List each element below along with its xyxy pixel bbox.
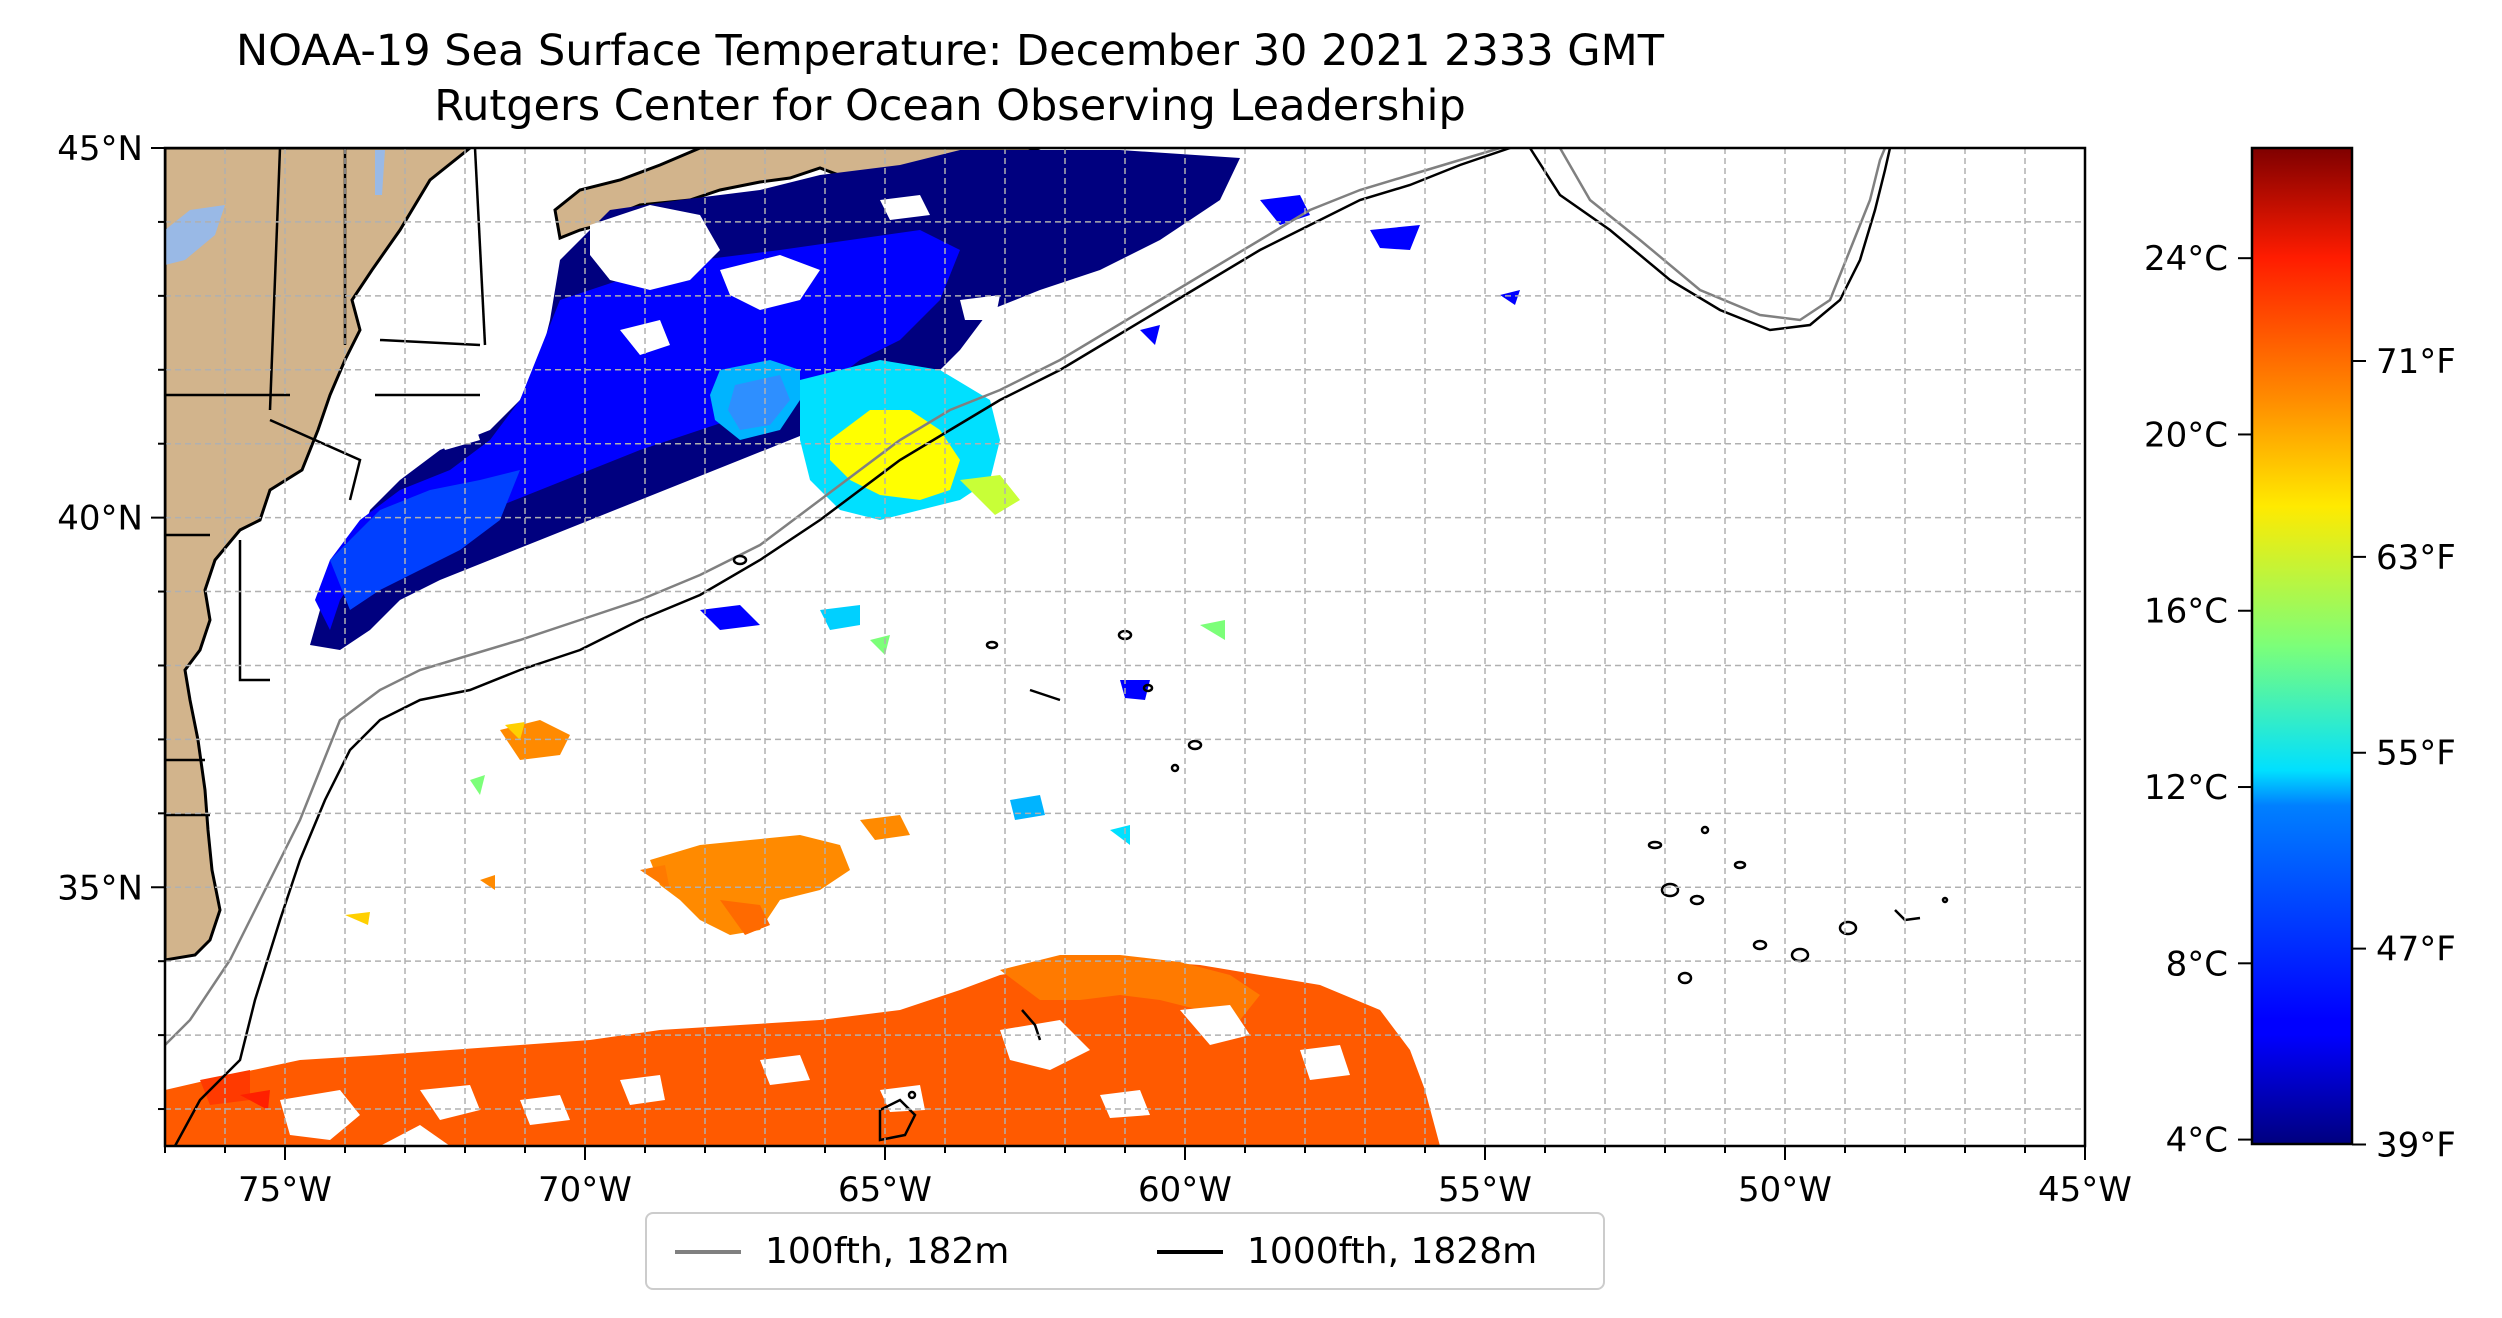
isobath-100fth: [1558, 148, 1887, 322]
latitude-tick-label: 35°N: [57, 868, 143, 908]
longitude-tick-label: 75°W: [238, 1170, 332, 1210]
minor-ticks: [151, 147, 2086, 1160]
longitude-tick-label: 70°W: [538, 1170, 632, 1210]
isobath-1000fth: [1528, 148, 1892, 332]
celsius-tick-label: 4°C: [2166, 1121, 2228, 1161]
celsius-tick-label: 20°C: [2144, 415, 2228, 455]
scattered-patches: [345, 605, 1225, 935]
celsius-tick-label: 8°C: [2166, 944, 2228, 984]
map-title: NOAA-19 Sea Surface Temperature: Decembe…: [236, 26, 1664, 76]
legend-label: 1000fth, 1828m: [1247, 1231, 1538, 1272]
longitude-tick-label: 50°W: [1738, 1170, 1832, 1210]
longitude-tick-label: 45°W: [2038, 1170, 2132, 1210]
longitude-tick-label: 55°W: [1438, 1170, 1532, 1210]
fahrenheit-tick-label: 47°F: [2376, 930, 2456, 970]
legend-line-black: [1157, 1250, 1223, 1254]
fahrenheit-tick-label: 71°F: [2376, 342, 2456, 382]
legend-line-gray: [675, 1250, 741, 1254]
latitude-tick-label: 45°N: [57, 129, 143, 169]
longitude-tick-label: 65°W: [838, 1170, 932, 1210]
lake: [375, 150, 385, 195]
longitude-tick-label: 60°W: [1138, 1170, 1232, 1210]
fahrenheit-tick-label: 55°F: [2376, 734, 2456, 774]
latitude-tick-label: 40°N: [57, 499, 143, 539]
fahrenheit-tick-label: 63°F: [2376, 538, 2456, 578]
land-mass: [165, 148, 473, 962]
state-borders: [165, 148, 487, 817]
legend: 100fth, 182m 1000fth, 1828m: [645, 1212, 1605, 1290]
map-content: [165, 148, 1949, 1146]
longitude-axis: 75°W 70°W 65°W 60°W 55°W 50°W 45°W: [238, 1170, 2132, 1210]
lake: [165, 205, 225, 265]
isobath-100fth: [165, 148, 1501, 1046]
cloud-gaps: [280, 1005, 1350, 1146]
fahrenheit-axis: 39°F 47°F 55°F 63°F 71°F: [2352, 342, 2456, 1165]
latitude-axis: 35°N 40°N 45°N: [57, 129, 143, 908]
celsius-tick-label: 16°C: [2144, 592, 2228, 632]
celsius-axis: 4°C 8°C 12°C 16°C 20°C 24°C: [2144, 239, 2252, 1161]
colorbar: [2250, 146, 2354, 1146]
map-subtitle: Rutgers Center for Ocean Observing Leade…: [434, 81, 1466, 131]
celsius-tick-label: 12°C: [2144, 768, 2228, 808]
legend-label: 100fth, 182m: [765, 1231, 1010, 1272]
isobath-1000fth: [173, 148, 1511, 1146]
fahrenheit-tick-label: 39°F: [2376, 1125, 2456, 1165]
celsius-tick-label: 24°C: [2144, 239, 2228, 279]
